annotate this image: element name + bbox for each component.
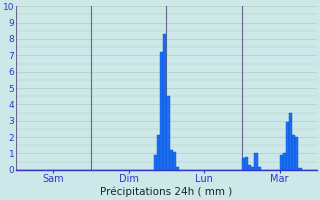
- Bar: [173, 152, 176, 170]
- Bar: [295, 137, 298, 170]
- Bar: [258, 167, 261, 170]
- Bar: [298, 168, 301, 170]
- Bar: [289, 113, 292, 170]
- Bar: [176, 167, 179, 170]
- Bar: [254, 153, 258, 170]
- Bar: [242, 158, 245, 170]
- Bar: [166, 96, 170, 170]
- Bar: [286, 122, 289, 170]
- X-axis label: Précipitations 24h ( mm ): Précipitations 24h ( mm ): [100, 187, 233, 197]
- Bar: [292, 135, 295, 170]
- Bar: [154, 155, 157, 170]
- Bar: [248, 165, 251, 170]
- Bar: [163, 34, 166, 170]
- Bar: [160, 52, 163, 170]
- Bar: [245, 157, 248, 170]
- Bar: [170, 150, 173, 170]
- Bar: [283, 153, 286, 170]
- Bar: [251, 167, 254, 170]
- Bar: [157, 135, 160, 170]
- Bar: [280, 155, 283, 170]
